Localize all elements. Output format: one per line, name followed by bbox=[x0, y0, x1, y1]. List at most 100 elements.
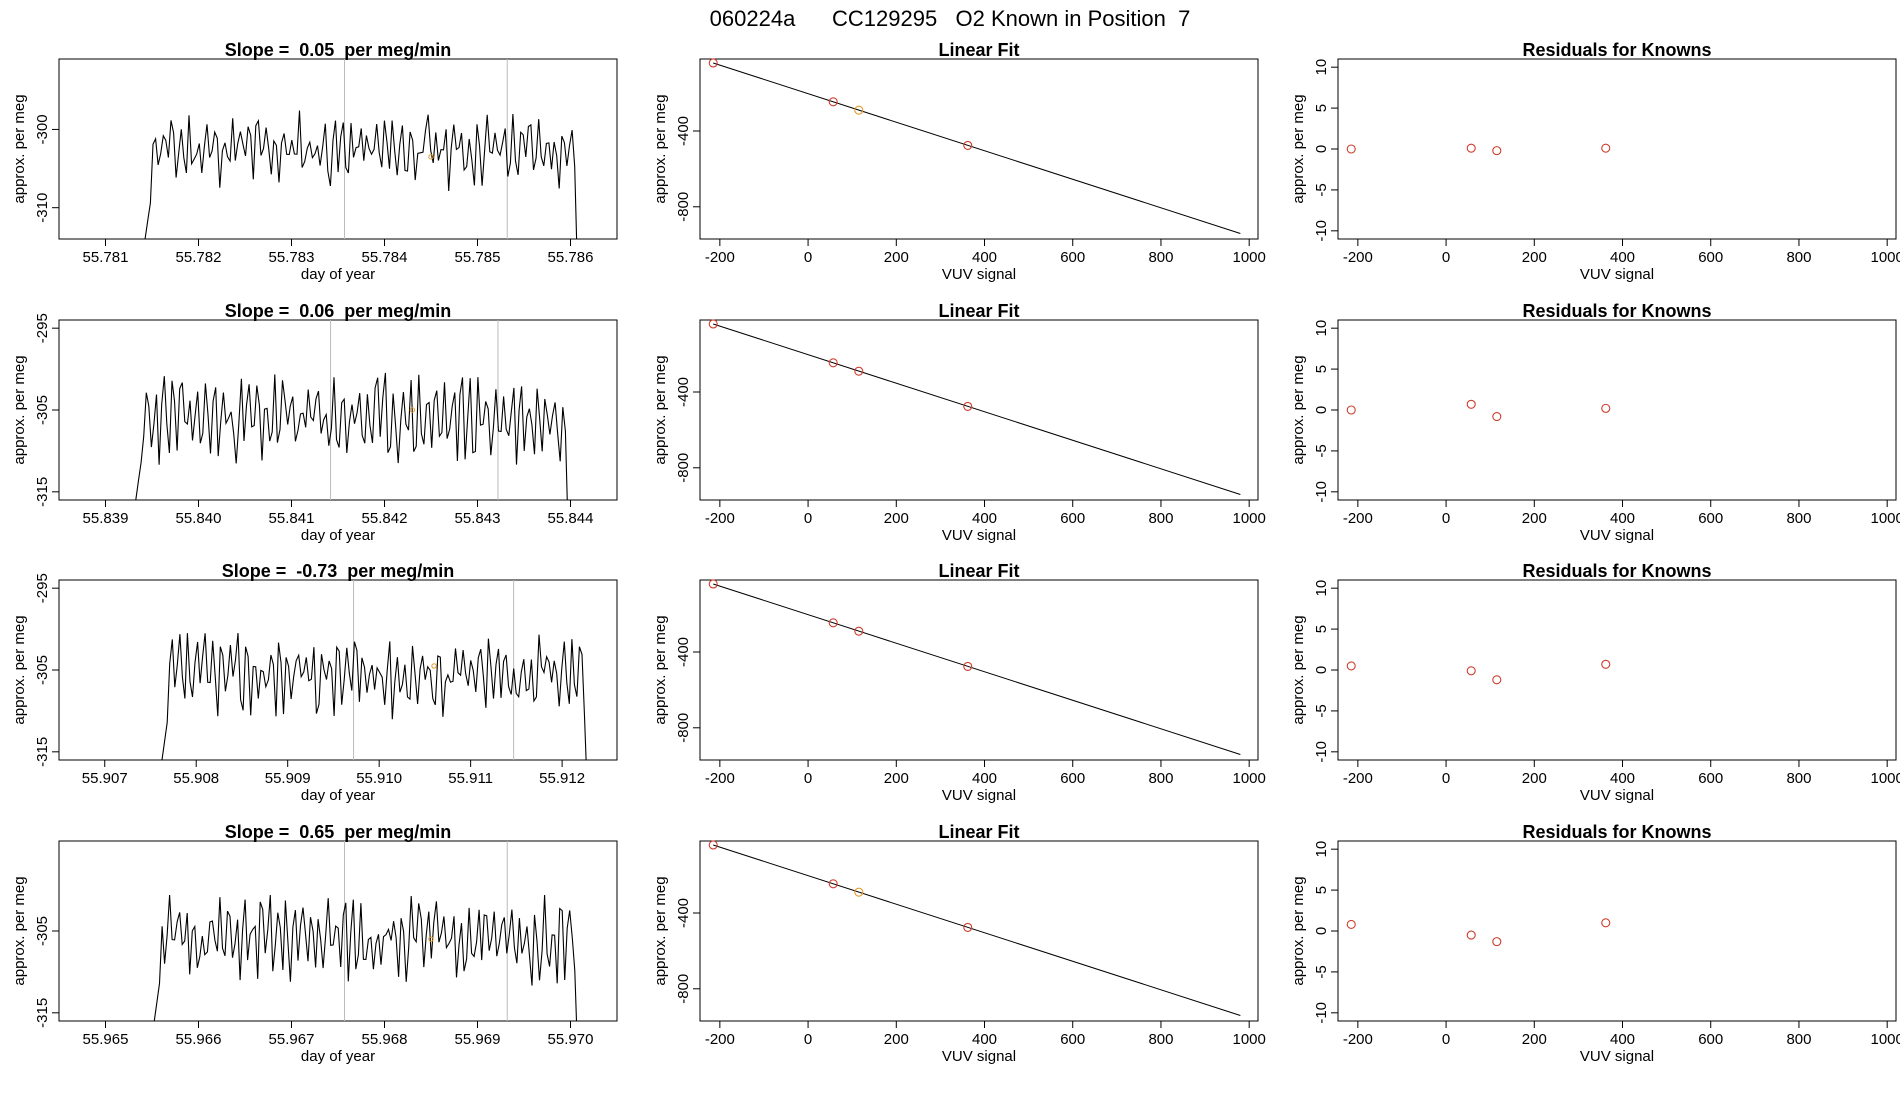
residuals-y-tick-label: 0 bbox=[1313, 406, 1330, 414]
linear-fit-y-tick-label: -800 bbox=[675, 453, 692, 483]
residuals-y-tick-label: -5 bbox=[1313, 965, 1330, 978]
linear-fit-point bbox=[854, 887, 864, 897]
linear-fit-panel: Linear Fit -200 0 200 400 600 800 1000 -800 -400 V… bbox=[652, 822, 1266, 1065]
residuals-x-tick-label: 1000 bbox=[1870, 1031, 1900, 1048]
residuals-x-tick-label: 600 bbox=[1698, 510, 1723, 527]
timeseries-y-axis-label: approx. per meg bbox=[11, 876, 28, 985]
timeseries-x-tick-label: 55.841 bbox=[269, 510, 315, 527]
residuals-y-tick-label: -10 bbox=[1313, 220, 1330, 242]
linear-fit-x-tick-label: 0 bbox=[804, 510, 812, 527]
linear-fit-x-tick-label: 200 bbox=[884, 1031, 909, 1048]
timeseries-panel: Slope = 0.05 per meg/min 55.781 55.782 55.7… bbox=[11, 40, 618, 283]
residuals-panel: Residuals for Knowns-200 0 200 400 600 800 100… bbox=[1290, 561, 1900, 804]
residuals-title: Residuals for Knowns bbox=[1522, 822, 1711, 842]
linear-fit-x-tick-label: 600 bbox=[1060, 510, 1085, 527]
timeseries-y-tick-label: -300 bbox=[34, 114, 51, 144]
linear-fit-point bbox=[828, 358, 838, 368]
residual-point bbox=[1346, 144, 1356, 154]
residual-point bbox=[1346, 405, 1356, 415]
linear-fit-x-tick-label: 200 bbox=[884, 249, 909, 266]
residuals-y-tick-label: -5 bbox=[1313, 183, 1330, 196]
residual-point bbox=[1492, 937, 1502, 947]
timeseries-y-tick-label: -310 bbox=[34, 193, 51, 223]
linear-fit-y-tick-label: -400 bbox=[675, 377, 692, 407]
linear-fit-plot-frame bbox=[699, 579, 1259, 761]
timeseries-x-axis-label: day of year bbox=[301, 527, 375, 544]
timeseries-trace bbox=[135, 372, 568, 500]
linear-fit-point bbox=[963, 661, 973, 671]
timeseries-title: Slope = -0.73 per meg/min bbox=[222, 561, 455, 581]
timeseries-y-tick-label: -305 bbox=[34, 916, 51, 946]
linear-fit-point bbox=[828, 879, 838, 889]
residual-point bbox=[1492, 411, 1502, 422]
residuals-x-tick-label: 600 bbox=[1698, 770, 1723, 787]
timeseries-mean-marker bbox=[409, 407, 416, 413]
residuals-x-axis-label: VUV signal bbox=[1580, 527, 1654, 544]
linear-fit-x-axis-label: VUV signal bbox=[942, 266, 1016, 283]
residuals-x-axis-label: VUV signal bbox=[1580, 1048, 1654, 1065]
residuals-y-tick-label: 5 bbox=[1313, 625, 1330, 633]
linear-fit-x-tick-label: 600 bbox=[1060, 1031, 1085, 1048]
linear-fit-panel: Linear Fit -200 0 200 400 600 800 1000 -800 -400 V… bbox=[652, 561, 1266, 804]
residuals-y-tick-label: -10 bbox=[1313, 481, 1330, 503]
timeseries-title: Slope = 0.06 per meg/min bbox=[225, 301, 452, 321]
residuals-x-tick-label: 400 bbox=[1610, 510, 1635, 527]
residuals-x-tick-label: 800 bbox=[1786, 510, 1811, 527]
residuals-y-tick-label: 0 bbox=[1313, 145, 1330, 153]
residuals-y-tick-label: 10 bbox=[1313, 320, 1330, 337]
linear-fit-x-tick-label: -200 bbox=[705, 1031, 735, 1048]
linear-fit-x-tick-label: 0 bbox=[804, 249, 812, 266]
timeseries-y-tick-label: -315 bbox=[34, 998, 51, 1028]
timeseries-x-tick-label: 55.910 bbox=[356, 770, 402, 787]
residual-point bbox=[1492, 146, 1502, 156]
linear-fit-x-axis-label: VUV signal bbox=[942, 787, 1016, 804]
residuals-y-tick-label: -10 bbox=[1313, 741, 1330, 763]
residual-point bbox=[1466, 930, 1476, 940]
linear-fit-y-tick-label: -400 bbox=[675, 637, 692, 667]
timeseries-plot-frame bbox=[58, 319, 618, 501]
linear-fit-x-tick-label: -200 bbox=[705, 510, 735, 527]
linear-fit-point bbox=[963, 401, 973, 411]
timeseries-trace bbox=[153, 894, 578, 1021]
residuals-title: Residuals for Knowns bbox=[1522, 301, 1711, 321]
linear-fit-x-tick-label: 800 bbox=[1148, 770, 1173, 787]
residuals-y-axis-label: approx. per meg bbox=[1290, 876, 1307, 985]
residuals-x-tick-label: -200 bbox=[1343, 1031, 1373, 1048]
timeseries-mean-marker bbox=[428, 154, 434, 160]
linear-fit-point bbox=[708, 319, 718, 329]
residuals-plot-frame bbox=[1337, 319, 1897, 501]
residuals-x-tick-label: 200 bbox=[1522, 770, 1547, 787]
timeseries-mean-marker bbox=[431, 663, 437, 669]
linear-fit-point bbox=[708, 579, 718, 589]
linear-fit-plot-frame bbox=[699, 840, 1259, 1022]
timeseries-x-tick-label: 55.844 bbox=[548, 510, 594, 527]
residuals-y-tick-label: 5 bbox=[1313, 104, 1330, 112]
linear-fit-title: Linear Fit bbox=[938, 561, 1019, 581]
linear-fit-panel: Linear Fit -200 0 200 400 600 800 1000 -800 -400 V… bbox=[652, 40, 1266, 283]
residuals-title: Residuals for Knowns bbox=[1522, 40, 1711, 60]
linear-fit-plot-frame bbox=[699, 319, 1259, 501]
timeseries-x-tick-label: 55.784 bbox=[362, 249, 408, 266]
linear-fit-y-tick-label: -800 bbox=[675, 713, 692, 743]
chart-row-1: Slope = 0.05 per meg/min 55.781 55.782 55.7… bbox=[11, 40, 1900, 283]
residuals-x-tick-label: 800 bbox=[1786, 1031, 1811, 1048]
linear-fit-x-tick-label: 600 bbox=[1060, 770, 1085, 787]
timeseries-x-tick-label: 55.908 bbox=[173, 770, 219, 787]
timeseries-x-tick-label: 55.842 bbox=[362, 510, 408, 527]
timeseries-y-tick-label: -295 bbox=[34, 573, 51, 603]
residual-point bbox=[1492, 675, 1502, 685]
residual-point bbox=[1601, 403, 1611, 413]
linear-fit-x-tick-label: 800 bbox=[1148, 249, 1173, 266]
linear-fit-line bbox=[713, 323, 1241, 495]
residuals-y-tick-label: 5 bbox=[1313, 365, 1330, 373]
residuals-panel: Residuals for Knowns-200 0 200 400 600 800 100… bbox=[1290, 40, 1900, 283]
timeseries-x-tick-label: 55.785 bbox=[455, 249, 501, 266]
residuals-x-tick-label: 400 bbox=[1610, 249, 1635, 266]
residuals-x-tick-label: 200 bbox=[1522, 249, 1547, 266]
linear-fit-point bbox=[963, 140, 973, 150]
residuals-y-tick-label: 10 bbox=[1313, 580, 1330, 597]
residuals-title: Residuals for Knowns bbox=[1522, 561, 1711, 581]
residuals-y-tick-label: 10 bbox=[1313, 841, 1330, 858]
residual-point bbox=[1346, 919, 1356, 930]
